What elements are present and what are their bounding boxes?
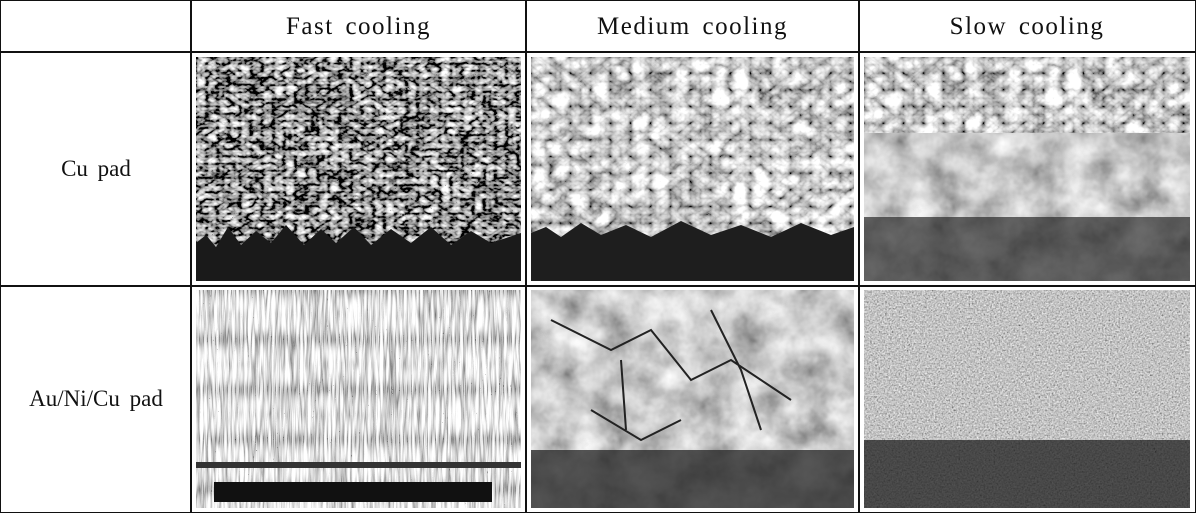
micrograph <box>531 290 854 508</box>
micrograph <box>864 290 1190 508</box>
row-label: Au/Ni/Cu pad <box>29 386 163 411</box>
micrograph <box>531 57 854 281</box>
column-header: Medium cooling <box>597 12 788 40</box>
micrograph <box>196 290 521 508</box>
row-label-cell: Cu pad <box>0 51 192 287</box>
column-header: Fast cooling <box>286 12 431 40</box>
header-cell: Slow cooling <box>858 0 1196 53</box>
micrograph <box>864 57 1190 281</box>
row-label-cell: Au/Ni/Cu pad <box>0 285 192 513</box>
micrograph <box>196 57 521 281</box>
corner-cell <box>0 0 192 53</box>
image-cell <box>525 51 860 287</box>
image-cell <box>190 51 527 287</box>
header-cell: Medium cooling <box>525 0 860 53</box>
column-header: Slow cooling <box>949 12 1105 40</box>
row-label: Cu pad <box>61 156 131 181</box>
header-cell: Fast cooling <box>190 0 527 53</box>
